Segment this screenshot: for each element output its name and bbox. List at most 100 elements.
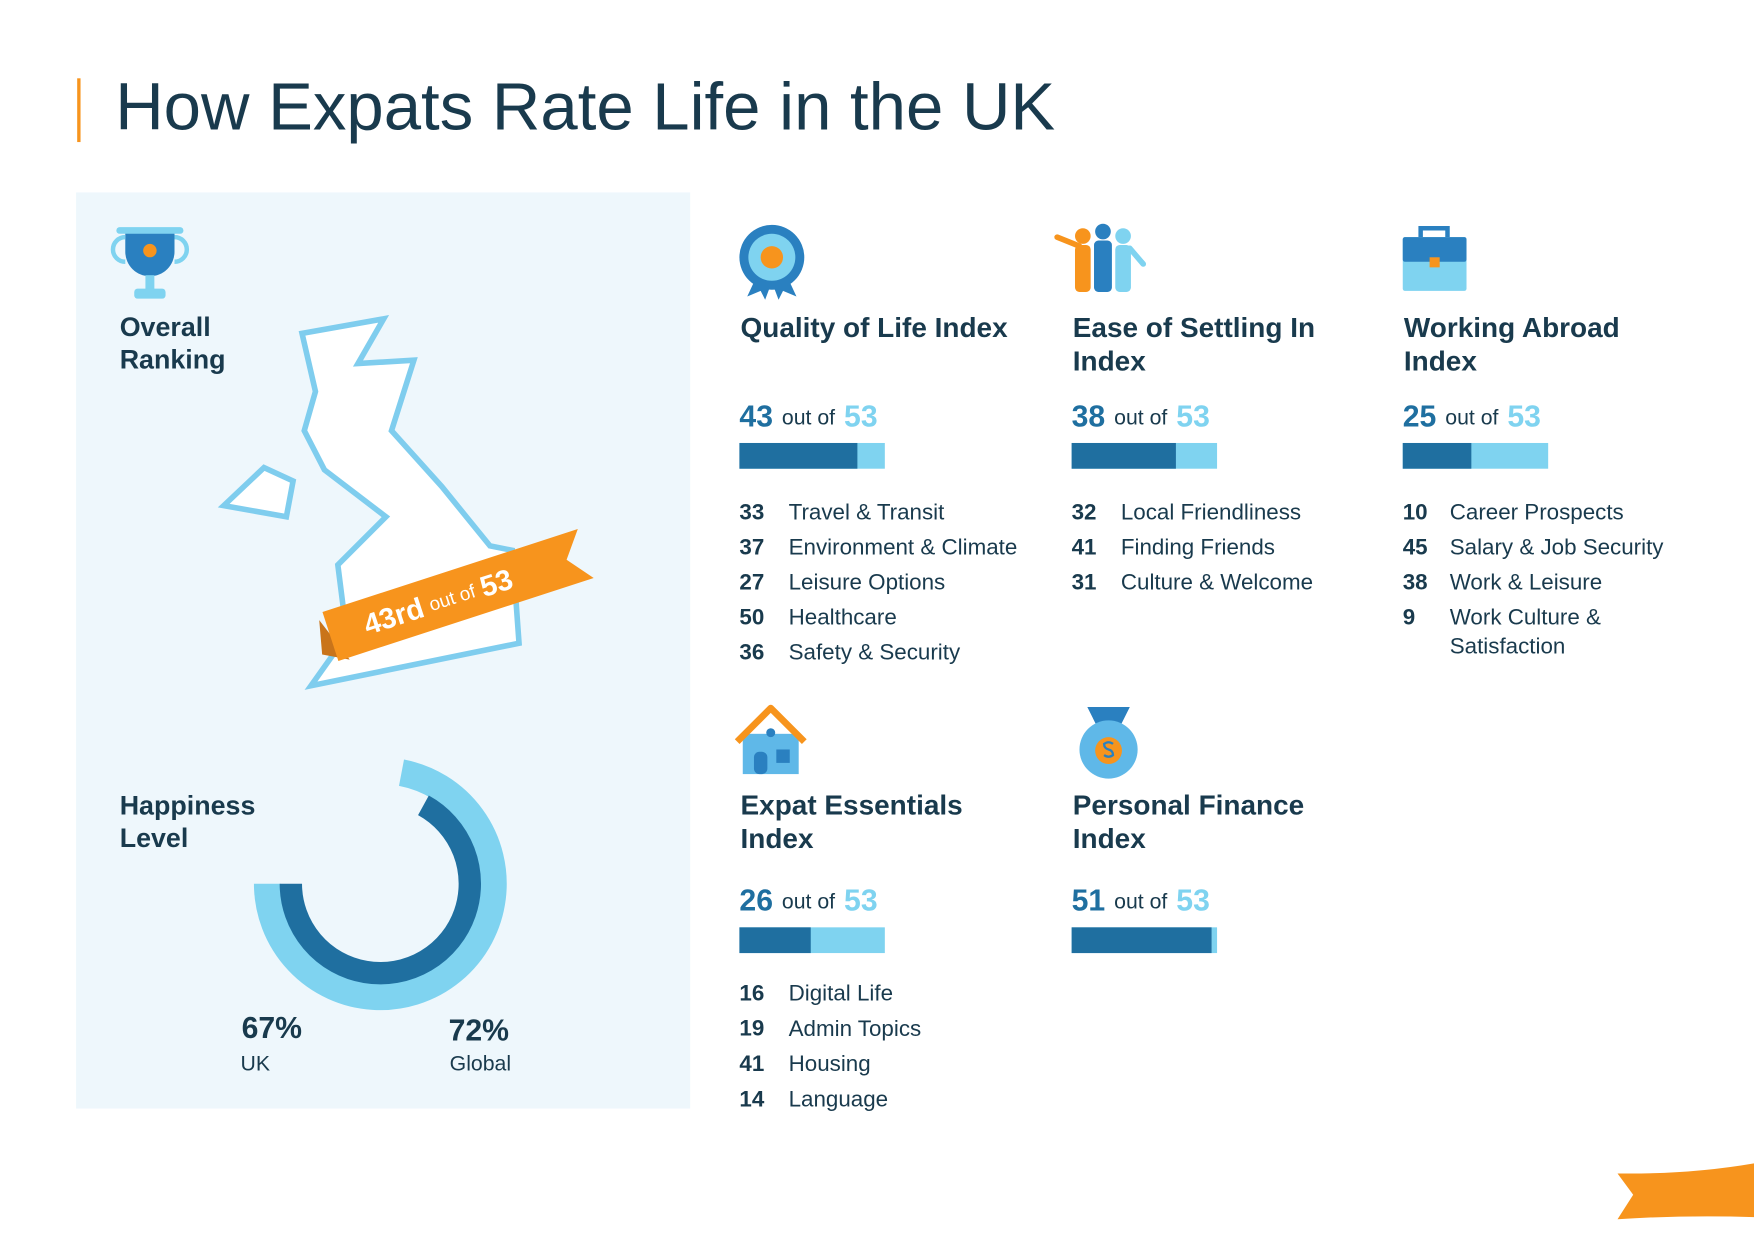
text-line: Happiness: [120, 791, 263, 821]
subindex-rank: 27: [739, 569, 764, 594]
happiness-value: 67%: [242, 1012, 303, 1045]
corner-ribbon: [1617, 1163, 1754, 1220]
subindex-rank: 31: [1072, 569, 1097, 594]
happiness-label: Global: [450, 1052, 511, 1076]
text-line: Personal Finance: [1073, 790, 1312, 821]
happiness-arc-uk: [279, 795, 481, 985]
index-rank-line: 43 out of 53: [739, 400, 877, 433]
rank-bar: [1071, 927, 1212, 954]
subindex-rank: 41: [1072, 534, 1097, 559]
text-line: Local Friendliness: [1121, 499, 1301, 524]
index-title: Working Abroad Index: [1404, 312, 1628, 377]
text-line: Work Culture &: [1450, 604, 1607, 629]
subindex-name: Environment & Climate: [789, 534, 1018, 559]
subindex-name: Travel & Transit: [789, 499, 946, 524]
subindex-rank: 38: [1403, 569, 1428, 594]
subindex-name: Work Culture & Satisfaction: [1450, 604, 1607, 658]
index-title: Quality of Life Index: [741, 312, 1009, 343]
text-line: Index: [1073, 346, 1146, 377]
subindex-name: Culture & Welcome: [1121, 569, 1313, 594]
subindex-rank: 10: [1403, 499, 1428, 524]
trophy-icon: [110, 227, 190, 299]
subindex-rank: 41: [739, 1051, 764, 1076]
rank-bar: [1071, 442, 1176, 469]
ranking-ribbon: [319, 529, 594, 661]
text-line: Overall: [120, 312, 218, 342]
text-line: Quality of Life Index: [741, 312, 1009, 343]
text-line: Housing: [789, 1051, 871, 1076]
settling-in-icon: [1054, 223, 1147, 292]
section-heading: Happiness Level: [120, 791, 263, 853]
happiness-value: 72%: [449, 1014, 510, 1047]
text-line: Environment & Climate: [789, 534, 1018, 559]
subindex-name: Safety & Security: [789, 639, 961, 664]
index-rank-line: 38 out of 53: [1072, 400, 1210, 433]
text-line: Digital Life: [789, 980, 893, 1005]
rank-total: 53: [844, 400, 878, 433]
subindex-rank: 16: [739, 980, 764, 1005]
rank-total: 53: [1176, 885, 1210, 918]
subindex-name: Admin Topics: [789, 1016, 922, 1041]
subindex-name: Work & Leisure: [1450, 569, 1602, 594]
subindex-name: Healthcare: [789, 604, 897, 629]
text-line: Admin Topics: [789, 1016, 922, 1041]
text-line: Index: [1404, 346, 1477, 377]
rank-bar: [739, 927, 811, 954]
subindex-name: Local Friendliness: [1121, 499, 1301, 524]
happiness-arc-global: [253, 759, 507, 1011]
quality-of-life-icon: [739, 224, 805, 300]
rank-total: 53: [1507, 400, 1541, 433]
subindex-rank: 45: [1403, 534, 1428, 559]
index-title: Ease of Settling In Index: [1073, 312, 1323, 377]
subindex-rank: 9: [1403, 604, 1415, 629]
text-line: Expat Essentials: [741, 790, 971, 821]
text-line: Index: [1073, 824, 1146, 855]
text-line: Safety & Security: [789, 639, 961, 664]
index-rank-line: 25 out of 53: [1403, 400, 1541, 433]
index-rank-line: 51 out of 53: [1072, 885, 1210, 918]
rank-connector: out of: [1114, 889, 1167, 913]
rank-bar: [739, 442, 858, 469]
subindex-rank: 19: [739, 1016, 764, 1041]
rank-bar: [1402, 442, 1472, 469]
text-line: Finding Friends: [1121, 534, 1275, 559]
page-title: How Expats Rate Life in the UK: [115, 70, 1055, 145]
happiness-label: UK: [241, 1052, 271, 1076]
subindex-name: Leisure Options: [789, 569, 946, 594]
subindex-rank: 33: [739, 499, 764, 524]
index-rank: 51: [1072, 885, 1106, 918]
subindex-name: Housing: [789, 1051, 871, 1076]
subindex-rank: 37: [739, 534, 764, 559]
subindex-rank: 14: [739, 1086, 764, 1111]
index-rank: 26: [739, 885, 773, 918]
text-line: Work & Leisure: [1450, 569, 1602, 594]
subindex-name: Salary & Job Security: [1450, 534, 1665, 559]
text-line: Leisure Options: [789, 569, 946, 594]
working-abroad-icon: [1402, 225, 1467, 291]
text-line: Healthcare: [789, 604, 897, 629]
expat-essentials-icon: [734, 704, 807, 775]
subindex-name: Career Prospects: [1450, 499, 1624, 524]
index-rank: 38: [1072, 400, 1106, 433]
section-heading: Overall Ranking: [120, 312, 226, 374]
rank-total: 53: [844, 885, 878, 918]
text-line: Travel & Transit: [789, 499, 946, 524]
index-rank-line: 26 out of 53: [739, 885, 877, 918]
subindex-rank: 36: [739, 639, 764, 664]
text-line: Ranking: [120, 344, 226, 374]
text-line: Index: [741, 824, 814, 855]
subindex-rank: 50: [739, 604, 764, 629]
rank-connector: out of: [1445, 405, 1498, 429]
rank-connector: out of: [1114, 405, 1167, 429]
rank-total: 53: [1176, 400, 1210, 433]
text-line: Level: [120, 823, 189, 853]
text-line: Culture & Welcome: [1121, 569, 1313, 594]
subindex-name: Language: [789, 1086, 888, 1111]
text-line: Working Abroad: [1404, 312, 1628, 343]
subindex-rank: 32: [1072, 499, 1097, 524]
rank-connector: out of: [782, 889, 835, 913]
index-title: Expat Essentials Index: [741, 790, 971, 855]
personal-finance-icon: [1079, 706, 1138, 779]
